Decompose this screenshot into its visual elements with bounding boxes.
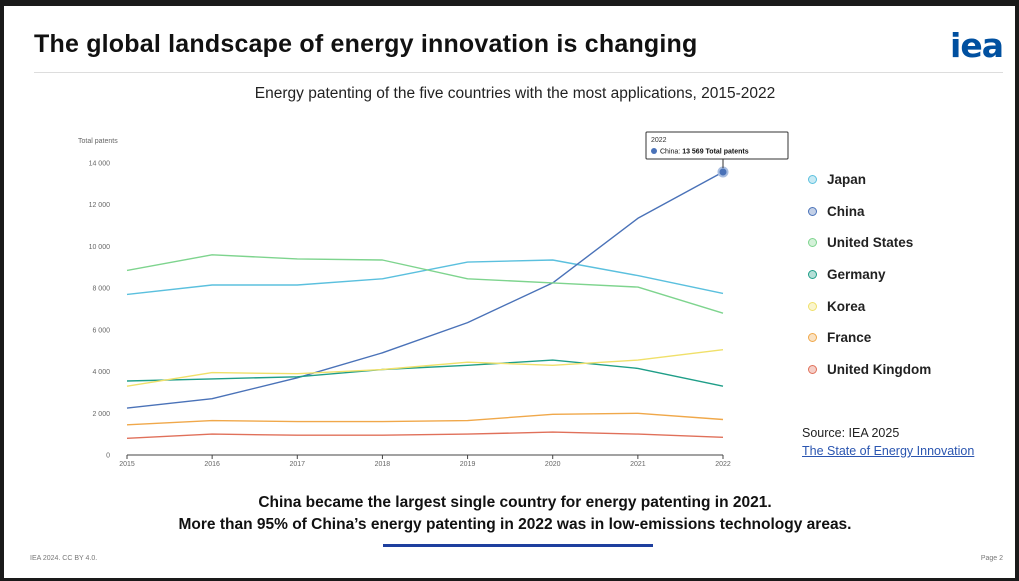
legend-item-united-kingdom[interactable]: United Kingdom xyxy=(808,362,931,394)
series-line-korea xyxy=(126,349,724,387)
y-tick-label: 14 000 xyxy=(89,161,111,168)
caption-line-1: China became the largest single country … xyxy=(258,494,772,511)
y-tick-label: 10 000 xyxy=(89,244,111,251)
x-tick-label: 2021 xyxy=(630,461,646,468)
series-line-united-kingdom xyxy=(126,431,724,439)
y-tick-label: 2 000 xyxy=(92,411,110,418)
legend-swatch xyxy=(808,175,817,184)
legend-item-korea[interactable]: Korea xyxy=(808,299,931,331)
y-tick-label: 12 000 xyxy=(89,202,111,209)
source-block: Source: IEA 2025 The State of Energy Inn… xyxy=(802,424,974,460)
series-line-france xyxy=(126,412,724,426)
tooltip-value: 13 569 Total patents xyxy=(682,149,749,156)
slide-title: The global landscape of energy innovatio… xyxy=(34,30,698,58)
y-tick-label: 4 000 xyxy=(92,369,110,376)
legend-swatch xyxy=(808,238,817,248)
footer-license: IEA 2024. CC BY 4.0. xyxy=(30,555,98,562)
tooltip-dot xyxy=(651,148,657,154)
tooltip-series-name: China: xyxy=(660,149,682,156)
iea-logo: iea xyxy=(950,26,1004,65)
tooltip-box xyxy=(645,131,789,160)
tooltip-year: 2022 xyxy=(651,137,667,144)
x-tick-label: 2015 xyxy=(119,461,135,468)
series-line-china xyxy=(126,171,724,409)
legend-item-germany[interactable]: Germany xyxy=(808,267,931,299)
legend-swatch xyxy=(808,270,817,280)
legend-item-united-states[interactable]: United States xyxy=(808,235,931,267)
footer-page-number: Page 2 xyxy=(980,555,1003,562)
x-tick-label: 2018 xyxy=(375,461,391,468)
chart-title: Energy patenting of the five countries w… xyxy=(254,85,776,102)
y-tick-label: 0 xyxy=(106,453,110,460)
x-tick-label: 2019 xyxy=(460,461,476,468)
legend-label: United States xyxy=(827,235,914,251)
x-tick-label: 2016 xyxy=(204,461,220,468)
caption-line-2: More than 95% of China’s energy patentin… xyxy=(178,516,852,533)
source-link[interactable]: The State of Energy Innovation xyxy=(802,444,975,458)
legend-item-japan[interactable]: Japan xyxy=(808,172,931,204)
legend-label: Japan xyxy=(827,172,867,187)
caption-underline xyxy=(383,544,653,547)
slide: The global landscape of energy innovatio… xyxy=(4,6,1015,578)
legend-label: China xyxy=(827,203,865,219)
x-tick-label: 2017 xyxy=(289,461,305,468)
legend-item-china[interactable]: China xyxy=(808,204,931,236)
series-line-japan xyxy=(126,259,724,296)
chart-legend: Japan China United States Germany Korea Franc… xyxy=(808,172,931,394)
y-tick-label: 6 000 xyxy=(92,327,110,334)
title-divider xyxy=(34,72,1003,73)
series-line-germany xyxy=(126,359,724,387)
y-tick-label: 8 000 xyxy=(92,286,110,293)
x-tick-label: 2022 xyxy=(715,461,731,468)
x-tick-label: 2020 xyxy=(545,461,561,468)
legend-swatch xyxy=(808,206,817,216)
legend-label: United Kingdom xyxy=(827,362,932,378)
legend-label: France xyxy=(827,330,872,346)
caption: China became the largest single country … xyxy=(0,492,1019,536)
series-line-united-states xyxy=(126,254,724,314)
source-label: Source: IEA 2025 xyxy=(802,426,900,440)
legend-swatch xyxy=(808,333,817,343)
tooltip-text: China: 13 569 Total patents xyxy=(660,149,749,156)
china-2022-point xyxy=(717,166,729,178)
legend-label: Germany xyxy=(827,267,886,283)
legend-swatch xyxy=(808,301,817,311)
legend-item-france[interactable]: France xyxy=(808,330,931,362)
y-axis-label: Total patents xyxy=(78,138,118,145)
legend-label: Korea xyxy=(827,298,866,314)
legend-swatch xyxy=(808,365,817,375)
